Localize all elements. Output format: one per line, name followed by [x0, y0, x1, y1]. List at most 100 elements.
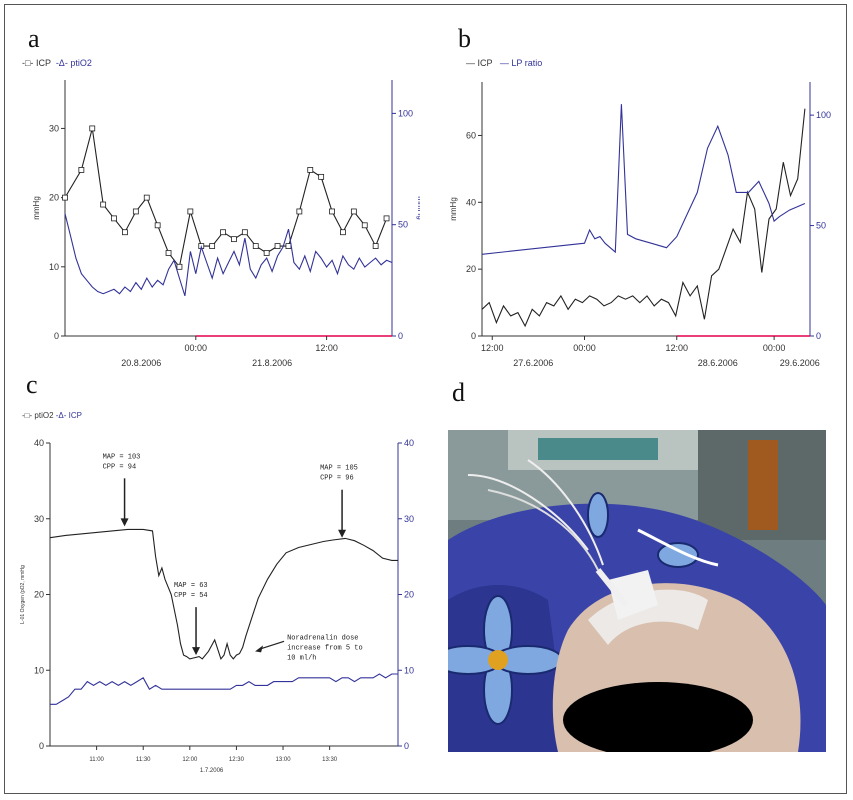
- left-tick-label-1: 10: [49, 262, 59, 272]
- legend-b: — ICP — LP ratio: [466, 58, 543, 68]
- data-point-icp-17: [252, 243, 259, 249]
- data-point-icp-8: [154, 222, 161, 229]
- series-line-icp: [481, 108, 806, 328]
- data-point-icp-24: [329, 208, 335, 215]
- left-tick-label-0: 0: [471, 331, 476, 341]
- panel-letter-d: d: [452, 378, 465, 407]
- data-point-icp-9: [165, 250, 172, 256]
- annotation-3-line-0: Noradrenalin dose: [287, 634, 358, 642]
- annotation-2-line-0: MAP = 105: [320, 465, 358, 473]
- panel-letter-c: c: [26, 370, 38, 399]
- legend-c-icp: ICP: [68, 411, 83, 420]
- x-tick-label-5: 13:30: [322, 757, 338, 763]
- date-label-0: 27.6.2006: [513, 358, 553, 368]
- data-point-icp-29: [383, 215, 390, 222]
- data-point-icp-25: [340, 229, 346, 236]
- left-tick-label-2: 20: [49, 193, 59, 203]
- date-label-2: 29.6.2006: [780, 358, 820, 368]
- data-point-icp-7: [143, 194, 150, 201]
- left-tick-label-0: 0: [39, 741, 44, 751]
- left-axis-unit: mmHg: [449, 197, 458, 221]
- data-point-icp-6: [132, 208, 139, 215]
- date-label: 1.7.2006: [200, 768, 224, 774]
- data-point-icp-16: [241, 229, 248, 236]
- right-tick-label-4: 40: [404, 438, 414, 448]
- left-tick-label-2: 20: [34, 590, 44, 600]
- left-tick-label-3: 30: [34, 514, 44, 524]
- data-point-icp-4: [111, 215, 117, 222]
- chart-c-ptio2-icp: 0 10 20 30 40 0 10 20 30 40 11:00 11:30 12:00 12:30 13…: [20, 438, 414, 774]
- left-tick-label-1: 20: [466, 264, 476, 274]
- right-tick-label-2: 100: [816, 110, 831, 120]
- annotation-2-line-1: CPP = 96: [320, 475, 354, 483]
- data-point-icp-22: [307, 167, 314, 173]
- right-tick-label-3: 30: [404, 514, 414, 524]
- data-point-icp-11: [187, 208, 194, 215]
- figure-frame: [4, 4, 847, 794]
- series-line-icp: [64, 128, 388, 269]
- right-tick-label-0: 0: [816, 331, 821, 341]
- panel-letter-b: b: [458, 24, 471, 53]
- right-tick-label-0: 0: [404, 741, 409, 751]
- right-axis-unit: mmHg: [416, 196, 420, 220]
- x-tick-label-2: 12:00: [182, 757, 198, 763]
- legend-a: -□- ICP -Δ- ptiO2: [22, 58, 92, 68]
- annotation-0-line-0: MAP = 103: [103, 453, 141, 461]
- data-point-icp-5: [122, 229, 128, 236]
- series-line-ptio2: [49, 528, 398, 661]
- x-tick-label-2: 12:00: [665, 343, 688, 353]
- series-line-ptio2: [64, 213, 393, 297]
- left-axis-unit: L-01 Oxygen (pO2, mmHg: [20, 565, 26, 624]
- data-point-icp-20: [285, 243, 292, 249]
- chart-a-icp-ptio2: 0 10 20 30 0 50 100 00:00 12:00 20.8.2006 21.8.200…: [32, 80, 420, 368]
- annotation-arrowhead-1: [192, 647, 201, 656]
- x-tick-label-0: 00:00: [185, 343, 208, 353]
- patient-photo: [448, 430, 826, 752]
- x-tick-label-0: 11:00: [89, 757, 104, 763]
- right-tick-label-0: 0: [398, 331, 403, 341]
- left-tick-label-4: 40: [34, 438, 44, 448]
- chart-b-icp-lp-ratio: 0 20 40 60 0 50 100 12:00 00:00 12:00 00:00 27.6.20…: [449, 82, 831, 368]
- left-tick-label-3: 30: [49, 123, 59, 133]
- annotation-3-line-1: increase from 5 to: [287, 644, 363, 652]
- annotation-arrowhead-3: [255, 645, 264, 653]
- right-tick-label-1: 50: [398, 220, 408, 230]
- left-tick-label-1: 10: [34, 665, 44, 675]
- date-label-1: 28.6.2006: [698, 358, 738, 368]
- date-label-0: 20.8.2006: [121, 358, 161, 368]
- left-tick-label-0: 0: [54, 331, 59, 341]
- legend-b-icp: ICP: [477, 58, 493, 68]
- data-point-icp-3: [100, 201, 107, 208]
- annotation-arrow-3: [258, 640, 285, 650]
- data-point-icp-13: [209, 243, 216, 249]
- x-tick-label-4: 13:00: [276, 757, 292, 763]
- left-tick-label-3: 60: [466, 130, 476, 140]
- x-tick-label-1: 00:00: [573, 343, 596, 353]
- data-point-icp-1: [78, 167, 85, 173]
- data-point-icp-28: [372, 243, 379, 249]
- data-point-icp-27: [361, 222, 368, 229]
- data-point-icp-10: [176, 263, 183, 270]
- x-tick-label-3: 12:30: [229, 757, 245, 763]
- annotation-arrowhead-0: [120, 518, 129, 527]
- annotation-1-line-0: MAP = 63: [174, 582, 208, 590]
- annotation-1-line-1: CPP = 54: [174, 592, 208, 600]
- x-tick-label-0: 12:00: [481, 343, 504, 353]
- data-point-icp-23: [318, 173, 325, 180]
- series-line-lp-ratio: [481, 104, 806, 255]
- panel-letter-a: a: [28, 24, 40, 53]
- date-label-1: 21.8.2006: [252, 358, 292, 368]
- legend-c-ptio2: ptiO2: [34, 411, 54, 420]
- legend-a-ptio2: ptiO2: [70, 58, 92, 68]
- data-point-icp-19: [274, 243, 281, 249]
- x-tick-label-3: 00:00: [763, 343, 786, 353]
- right-tick-label-2: 20: [404, 590, 414, 600]
- left-tick-label-2: 40: [466, 197, 476, 207]
- data-point-icp-15: [231, 236, 237, 243]
- data-point-icp-18: [263, 250, 270, 256]
- series-line-icp: [50, 673, 398, 705]
- right-tick-label-1: 50: [816, 221, 826, 231]
- right-tick-label-1: 10: [404, 665, 414, 675]
- right-tick-label-2: 100: [398, 108, 413, 118]
- legend-c: -□- ptiO2 -Δ- ICP: [22, 411, 83, 420]
